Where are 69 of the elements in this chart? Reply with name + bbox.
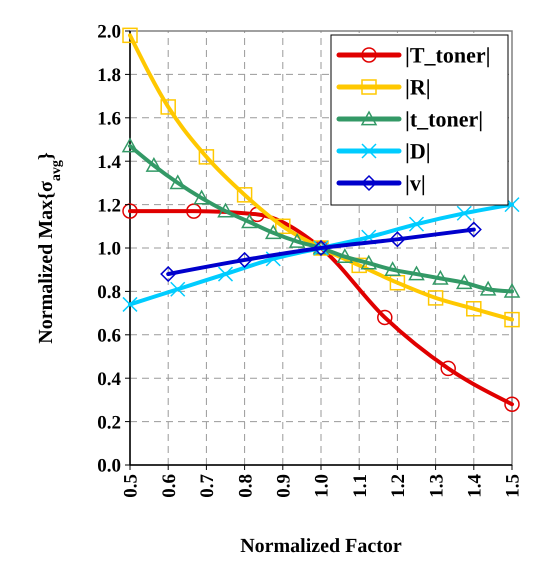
point [390, 274, 406, 290]
point [456, 274, 472, 290]
point [275, 218, 291, 234]
x-tick-label: 0.6 [158, 474, 180, 498]
x-tick-label: 0.8 [235, 474, 256, 498]
point [122, 296, 138, 312]
point [289, 234, 305, 248]
y-tick-label: 1.4 [97, 152, 122, 173]
x-tick-label: 0.5 [120, 474, 142, 498]
point [480, 281, 496, 296]
point [160, 99, 176, 115]
point [351, 258, 367, 274]
legend-label: |t_toner| [405, 106, 484, 132]
y-tick-label: 1.0 [97, 238, 121, 260]
point [122, 138, 138, 152]
point [198, 149, 214, 165]
y-tick-label: 0.6 [97, 325, 121, 346]
point [146, 158, 162, 172]
x-tick-label: 1.0 [312, 474, 333, 498]
point [432, 270, 448, 285]
x-tick-label: 1.1 [350, 474, 371, 498]
x-tick-label: 0.9 [273, 474, 294, 498]
point [266, 225, 281, 240]
legend-label: |T_toner| [405, 42, 490, 68]
y-tick-label: 1.2 [97, 195, 121, 216]
point [504, 396, 520, 412]
point [456, 206, 472, 222]
x-tick-label: 1.2 [388, 474, 410, 498]
legend-label: |R| [405, 74, 431, 100]
point [242, 214, 258, 228]
point [170, 175, 186, 190]
point [408, 266, 424, 280]
point [504, 196, 520, 212]
y-tick-label: 0.0 [97, 456, 121, 477]
legend-label: |D| [405, 138, 431, 164]
point [122, 203, 138, 219]
legend-label: |v| [405, 170, 426, 196]
x-tick-label: 1.5 [502, 474, 524, 498]
point [377, 310, 393, 326]
x-tick-label: 0.7 [197, 474, 218, 498]
point [504, 284, 520, 298]
point [236, 252, 252, 268]
point [122, 28, 138, 44]
y-tick-label: 2.0 [97, 22, 121, 43]
point [361, 255, 376, 270]
point [504, 312, 520, 328]
point [160, 266, 176, 282]
point [466, 222, 482, 238]
point [390, 232, 406, 248]
point [408, 216, 424, 232]
y-tick-label: 0.4 [97, 368, 122, 390]
y-tick-label: 1.8 [97, 65, 121, 86]
point [440, 360, 456, 376]
point [194, 190, 210, 204]
point [236, 187, 252, 203]
point [218, 203, 234, 218]
point [186, 203, 202, 219]
point [466, 301, 482, 317]
point [170, 281, 186, 297]
y-tick-label: 0.8 [97, 282, 121, 304]
x-tick-label: 1.3 [426, 474, 448, 498]
y-tick-label: 1.6 [97, 108, 121, 130]
point [428, 290, 444, 306]
y-tick-label: 0.2 [97, 412, 121, 434]
point [384, 262, 400, 276]
point [337, 248, 353, 264]
x-axis-title: Normalized Factor [240, 535, 402, 557]
x-tick-label: 1.4 [464, 474, 486, 498]
point [218, 266, 234, 282]
